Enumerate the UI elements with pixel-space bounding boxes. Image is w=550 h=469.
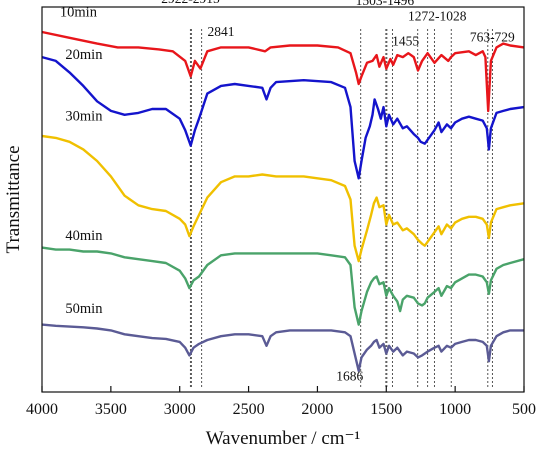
peak-annotation: 763-729 [470, 30, 515, 45]
x-tick-label: 3500 [95, 401, 127, 418]
series-label: 50min [65, 301, 103, 317]
series-label: 40min [65, 228, 103, 244]
series-group [41, 30, 525, 372]
series-label: 10min [60, 5, 98, 21]
peak-annotation: 1455 [392, 34, 419, 49]
x-tick-label: 2000 [301, 401, 333, 418]
y-axis-label: Transmittance [3, 145, 24, 253]
plot-frame [41, 6, 525, 393]
x-tick-label: 1500 [370, 401, 402, 418]
series-label: 20min [65, 47, 103, 63]
peak-annotation: 1503-1496 [356, 0, 415, 8]
series-line-0 [41, 30, 525, 113]
series-line-4 [41, 323, 524, 372]
x-tick-label: 4000 [26, 401, 58, 418]
x-tick-label: 3000 [164, 401, 196, 418]
peak-annotation: 1686 [336, 368, 363, 383]
peak-annotation: 2841 [208, 24, 235, 39]
x-tick-label: 1000 [439, 401, 471, 418]
peak-annotation: 2922-2915 [161, 0, 220, 6]
series-line-2 [41, 134, 525, 263]
series-line-1 [41, 55, 525, 180]
x-axis-label: Wavenumber / cm⁻¹ [206, 428, 361, 449]
series-labels: 10min 20min 30min 40min 50min [60, 5, 103, 317]
peak-annotation: 1272-1028 [408, 8, 467, 23]
series-line-3 [41, 246, 525, 326]
x-ticks: 4000 3500 3000 2500 2000 1500 1000 500 [26, 386, 536, 418]
x-tick-label: 500 [512, 401, 536, 418]
series-label: 30min [65, 109, 103, 125]
x-tick-label: 2500 [233, 401, 265, 418]
annotations: 2922-2915 2841 1503-1496 1455 1272-1028763-7… [161, 0, 515, 383]
